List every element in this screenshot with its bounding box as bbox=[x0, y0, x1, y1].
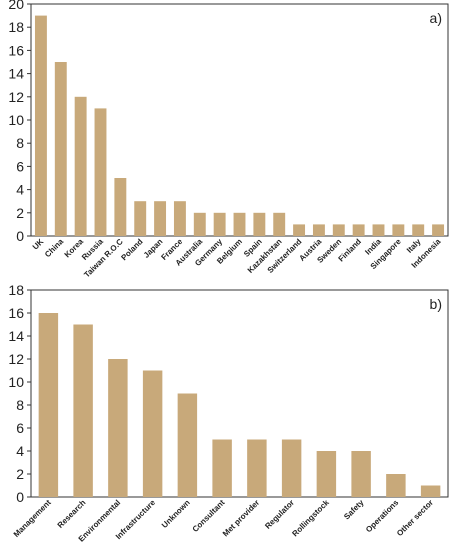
bar bbox=[193, 212, 206, 236]
bar bbox=[386, 474, 406, 497]
y-tick-label: 12 bbox=[8, 351, 24, 367]
bar bbox=[312, 224, 325, 236]
bar bbox=[392, 224, 405, 236]
bar bbox=[114, 178, 127, 236]
bar bbox=[154, 201, 167, 236]
y-tick-label: 0 bbox=[16, 489, 24, 505]
bar bbox=[253, 212, 266, 236]
y-tick-label: 14 bbox=[8, 66, 24, 82]
bar bbox=[332, 224, 345, 236]
y-tick-label: 16 bbox=[8, 305, 24, 321]
bar bbox=[74, 96, 87, 236]
bar bbox=[432, 224, 445, 236]
bar bbox=[293, 224, 306, 236]
bar bbox=[134, 201, 147, 236]
y-tick-label: 20 bbox=[8, 0, 24, 12]
y-tick-label: 6 bbox=[16, 420, 24, 436]
bar bbox=[142, 370, 163, 497]
y-tick-label: 10 bbox=[8, 112, 24, 128]
bar bbox=[177, 393, 198, 497]
bar bbox=[173, 201, 186, 236]
bar bbox=[372, 224, 385, 236]
bar bbox=[94, 108, 107, 236]
y-tick-label: 4 bbox=[16, 182, 24, 198]
bar bbox=[420, 485, 441, 497]
panel-label: a) bbox=[430, 10, 442, 26]
panel-label: b) bbox=[430, 296, 442, 312]
y-tick-label: 18 bbox=[8, 282, 24, 298]
bar bbox=[73, 324, 93, 497]
y-tick-label: 14 bbox=[8, 328, 24, 344]
y-tick-label: 8 bbox=[16, 135, 24, 151]
bar bbox=[108, 359, 128, 497]
y-tick-label: 4 bbox=[16, 443, 24, 459]
bar bbox=[38, 313, 59, 497]
plot-frame bbox=[30, 289, 449, 498]
y-tick-label: 0 bbox=[16, 228, 24, 244]
y-tick-label: 2 bbox=[16, 466, 24, 482]
bar bbox=[316, 451, 337, 497]
y-tick-label: 16 bbox=[8, 42, 24, 58]
bar bbox=[212, 439, 232, 497]
bar bbox=[213, 212, 226, 236]
bar bbox=[352, 224, 365, 236]
bar bbox=[281, 439, 302, 497]
y-tick-label: 2 bbox=[16, 205, 24, 221]
y-tick-label: 6 bbox=[16, 158, 24, 174]
y-tick-label: 10 bbox=[8, 374, 24, 390]
y-tick-label: 8 bbox=[16, 397, 24, 413]
bar bbox=[233, 212, 246, 236]
y-tick-label: 12 bbox=[8, 89, 24, 105]
bar bbox=[412, 224, 425, 236]
bar bbox=[273, 212, 286, 236]
bar bbox=[247, 439, 267, 497]
y-tick-label: 18 bbox=[8, 19, 24, 35]
bar bbox=[351, 451, 371, 497]
bar bbox=[34, 15, 47, 236]
bar bbox=[54, 62, 67, 236]
